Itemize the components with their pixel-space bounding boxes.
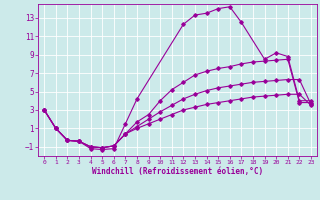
- X-axis label: Windchill (Refroidissement éolien,°C): Windchill (Refroidissement éolien,°C): [92, 167, 263, 176]
